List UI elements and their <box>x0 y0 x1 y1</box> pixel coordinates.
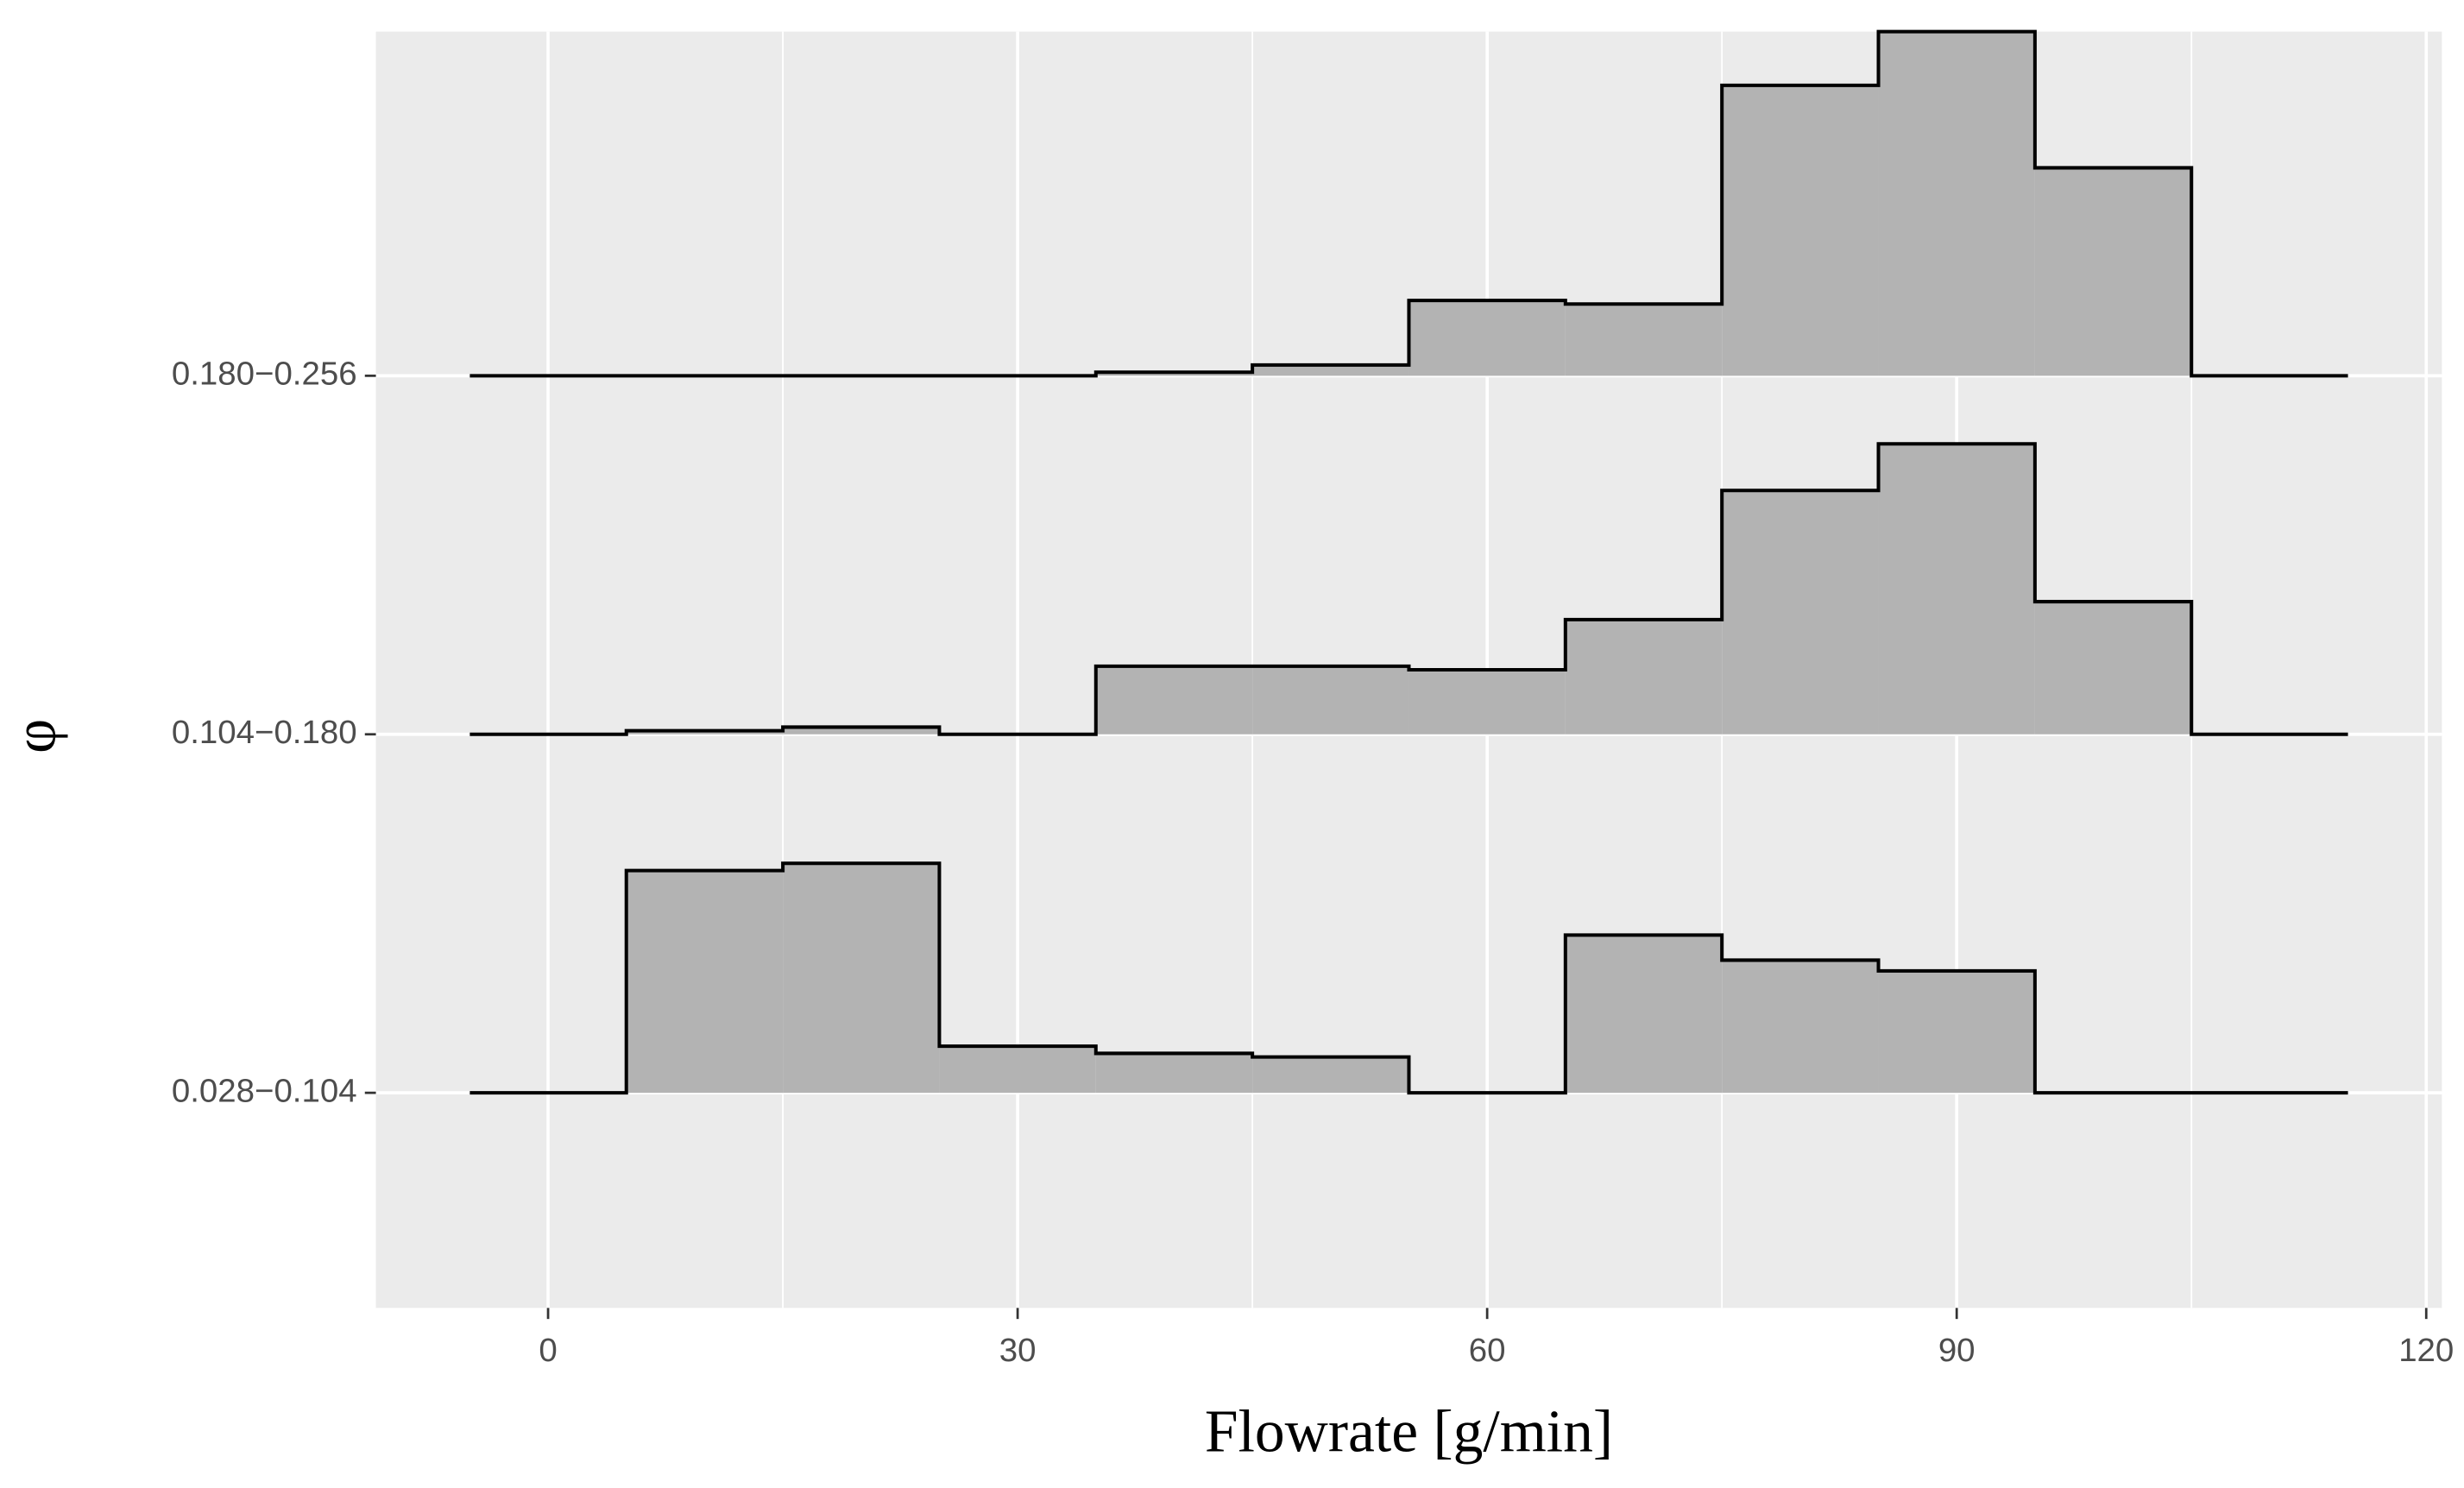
histogram-bar <box>783 727 940 735</box>
ridge-outline <box>469 442 2348 736</box>
histogram-bar <box>1565 304 1723 376</box>
histogram-bar <box>1878 444 2035 735</box>
histogram-bar <box>2034 167 2192 376</box>
histogram-bar <box>1408 300 1566 376</box>
histogram-bar <box>1722 490 1879 735</box>
histogram-bar <box>1095 665 1253 735</box>
histogram-bar <box>1878 31 2035 376</box>
histogram-bar <box>1722 85 1879 376</box>
y-tick-label: 0.180−0.256 <box>172 356 357 393</box>
histogram-bar <box>1408 669 1566 735</box>
histogram-bar <box>939 1046 1096 1094</box>
histogram-bar <box>1252 665 1409 735</box>
histogram-bar <box>1878 970 2035 1094</box>
y-axis-title: φ <box>3 719 69 753</box>
histogram-bar <box>783 863 940 1094</box>
histogram-bar <box>1722 960 1879 1094</box>
histogram-bar <box>1095 1053 1253 1094</box>
x-tick-label: 60 <box>1469 1332 1506 1369</box>
histogram-bar <box>626 730 784 735</box>
x-tick-label: 0 <box>539 1332 557 1369</box>
histogram-bar <box>2034 602 2192 735</box>
histogram-bar <box>1252 364 1409 376</box>
histogram-bar <box>1252 1056 1409 1094</box>
x-axis-title: Flowrate [g/min] <box>1205 1398 1613 1465</box>
x-tick-label: 120 <box>2398 1332 2454 1369</box>
y-tick-label: 0.028−0.104 <box>172 1072 357 1109</box>
histogram-bar <box>626 870 784 1094</box>
x-tick-label: 90 <box>1938 1332 1976 1369</box>
histogram-bar <box>1565 619 1723 735</box>
histogram-bar <box>1565 935 1723 1094</box>
histogram-bar <box>1095 372 1253 376</box>
y-tick-label: 0.104−0.180 <box>172 714 357 751</box>
ridge-outline <box>469 29 2348 378</box>
ridge-outline <box>469 861 2348 1095</box>
x-tick-label: 30 <box>999 1332 1037 1369</box>
